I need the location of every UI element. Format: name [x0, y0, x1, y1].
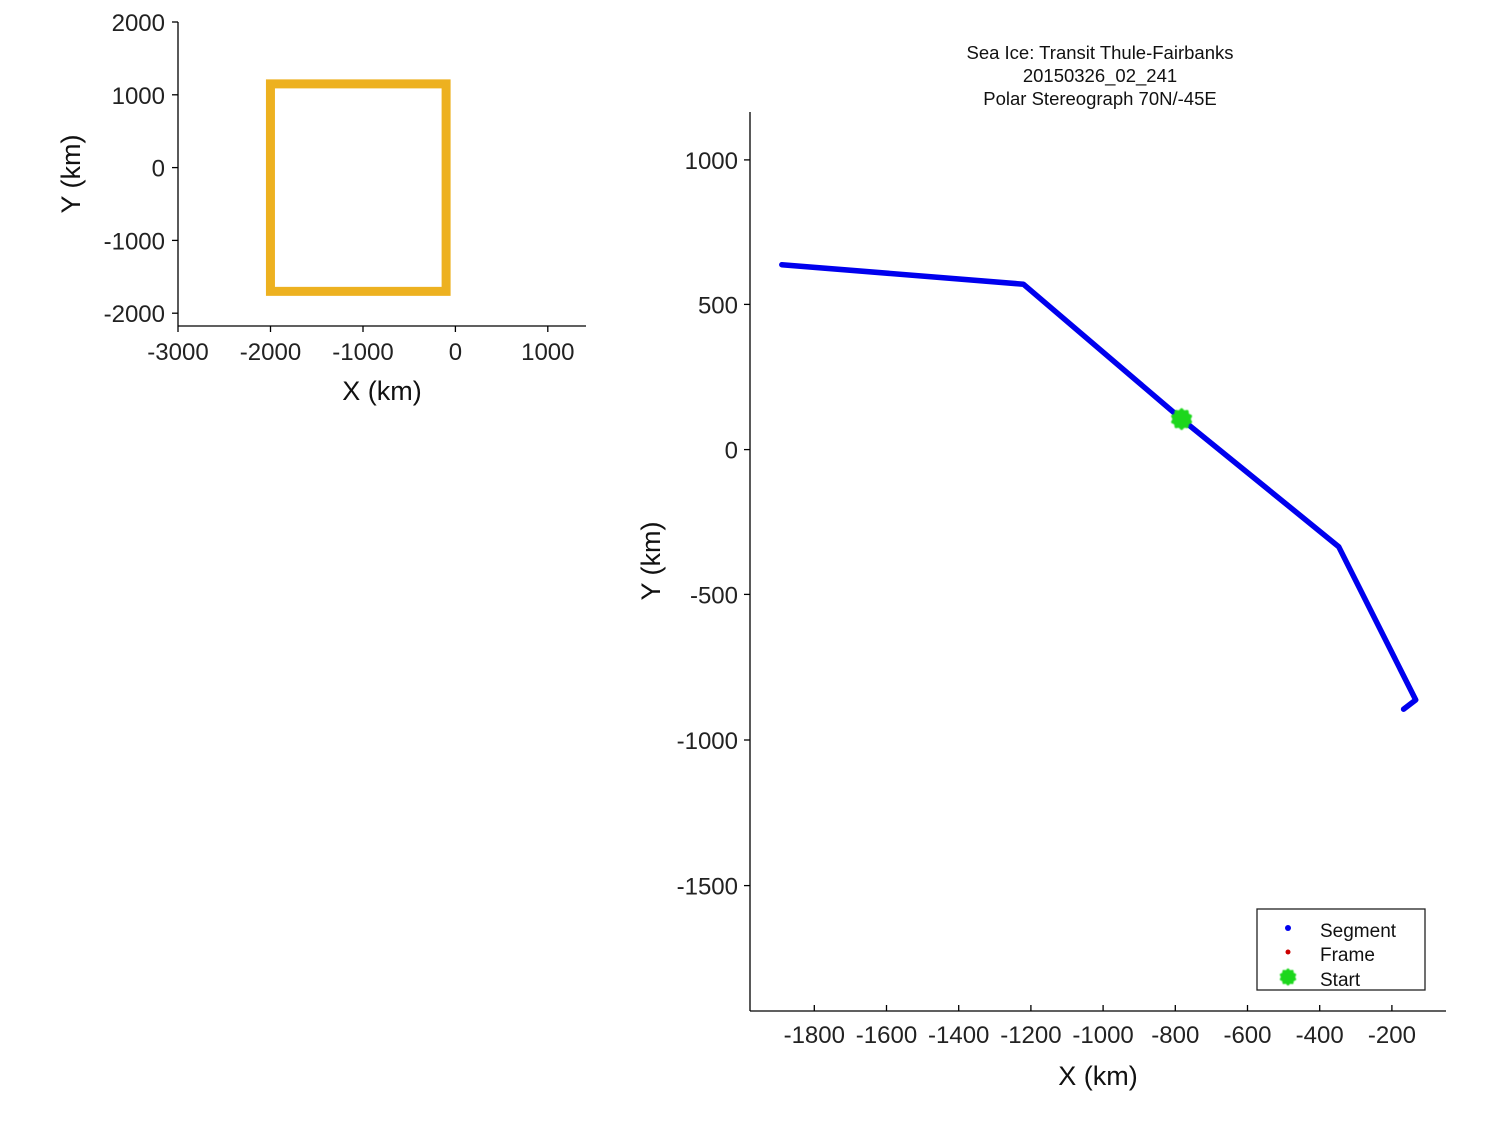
svg-text:-1500: -1500 — [677, 874, 738, 901]
svg-text:20150326_02_241: 20150326_02_241 — [1023, 65, 1177, 87]
svg-text:-500: -500 — [690, 582, 738, 609]
svg-text:-1800: -1800 — [784, 1022, 845, 1049]
svg-text:-1000: -1000 — [677, 728, 738, 755]
svg-text:500: 500 — [698, 292, 738, 319]
svg-text:Y (km): Y (km) — [56, 135, 86, 214]
svg-text:-1600: -1600 — [856, 1022, 917, 1049]
svg-text:Segment: Segment — [1320, 921, 1397, 942]
svg-text:Sea Ice: Transit Thule-Fairban: Sea Ice: Transit Thule-Fairbanks — [966, 42, 1233, 63]
svg-text:X (km): X (km) — [342, 376, 421, 406]
svg-text:Start: Start — [1320, 970, 1361, 991]
svg-text:1000: 1000 — [521, 339, 574, 366]
svg-text:-1400: -1400 — [928, 1022, 989, 1049]
svg-text:0: 0 — [449, 339, 462, 366]
svg-text:-1200: -1200 — [1000, 1022, 1061, 1049]
svg-text:Y (km): Y (km) — [636, 522, 666, 601]
svg-text:-1000: -1000 — [104, 228, 165, 255]
svg-text:-800: -800 — [1151, 1022, 1199, 1049]
svg-text:-1000: -1000 — [1072, 1022, 1133, 1049]
svg-text:Frame: Frame — [1320, 945, 1375, 966]
svg-text:-200: -200 — [1368, 1022, 1416, 1049]
svg-text:0: 0 — [725, 438, 738, 465]
svg-text:1000: 1000 — [685, 148, 738, 175]
svg-text:X (km): X (km) — [1058, 1061, 1137, 1091]
svg-text:-2000: -2000 — [240, 339, 301, 366]
svg-text:0: 0 — [152, 156, 165, 183]
svg-text:1000: 1000 — [112, 83, 165, 110]
svg-text:-3000: -3000 — [147, 339, 208, 366]
svg-text:-1000: -1000 — [332, 339, 393, 366]
svg-text:2000: 2000 — [112, 10, 165, 37]
svg-text:Polar Stereograph 70N/-45E: Polar Stereograph 70N/-45E — [983, 88, 1216, 109]
svg-text:-400: -400 — [1296, 1022, 1344, 1049]
svg-text:-2000: -2000 — [104, 301, 165, 328]
svg-text:-600: -600 — [1223, 1022, 1271, 1049]
